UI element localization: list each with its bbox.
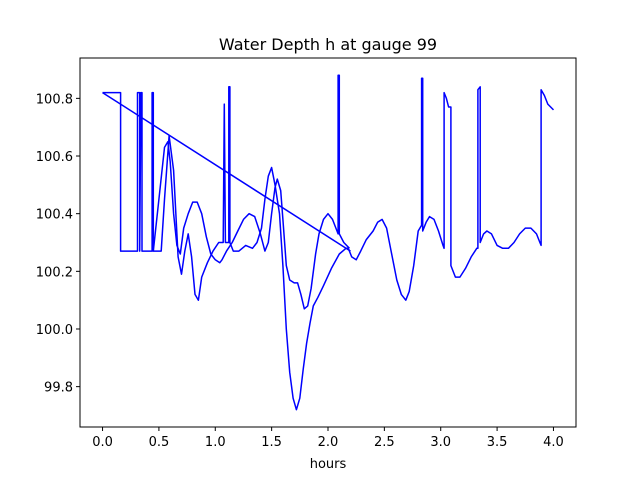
x-tick-label: 0.5 (149, 435, 170, 450)
x-tick-label: 2.0 (318, 435, 339, 450)
series-layer (102, 74, 555, 411)
x-axis-label: hours (310, 457, 347, 472)
series-line-2 (152, 74, 350, 310)
series-line-1 (102, 77, 555, 411)
y-tick-label: 100.6 (36, 150, 73, 165)
y-tick-label: 99.8 (44, 381, 73, 396)
y-tick-label: 100.2 (36, 265, 73, 280)
x-tick-label: 1.5 (261, 435, 282, 450)
x-tick-label: 1.0 (205, 435, 226, 450)
x-axis: 0.0 0.5 1.0 1.5 2.0 2.5 3.0 3.5 4.0 (92, 427, 564, 450)
x-tick-label: 0.0 (92, 435, 113, 450)
x-tick-label: 3.0 (430, 435, 451, 450)
chart-title: Water Depth h at gauge 99 (219, 35, 437, 54)
y-tick-label: 100.0 (36, 323, 73, 338)
y-tick-label: 100.4 (36, 208, 73, 223)
x-tick-label: 4.0 (543, 435, 564, 450)
x-tick-label: 3.5 (487, 435, 508, 450)
series-line-3 (102, 91, 351, 252)
x-tick-label: 2.5 (374, 435, 395, 450)
y-axis: 99.8 100.0 100.2 100.4 100.6 100.8 (36, 92, 80, 396)
y-tick-label: 100.8 (36, 92, 73, 107)
